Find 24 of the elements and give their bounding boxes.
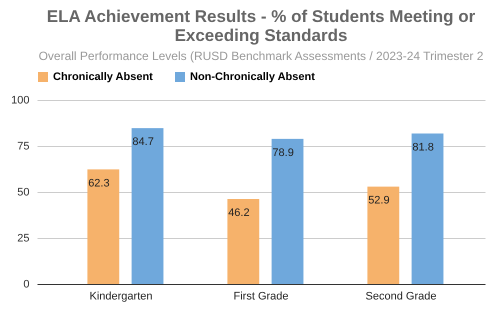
data-label: 46.2	[228, 206, 250, 219]
data-label: 62.3	[88, 177, 110, 190]
chart-title: ELA Achievement Results - % of Students Meeting or Exceeding Standards	[46, 7, 476, 45]
legend-label: Non-Chronically Absent	[190, 71, 316, 83]
bar	[367, 186, 400, 284]
y-tick-label: 0	[23, 278, 30, 290]
x-tick-label: First Grade	[233, 290, 289, 302]
y-tick-label: 75	[17, 140, 30, 152]
data-label: 52.9	[368, 194, 390, 207]
data-label: 78.9	[272, 146, 294, 159]
y-tick-label: 50	[17, 186, 30, 198]
bar	[272, 138, 304, 284]
x-tick-label: Kindergarten	[90, 290, 152, 302]
legend-label: Chronically Absent	[53, 71, 154, 83]
bar	[87, 169, 120, 284]
bar	[132, 128, 164, 284]
chart-subtitle: Overall Performance Levels (RUSD Benchmark Assessments / 2023-24 Trimester 2	[38, 49, 484, 63]
bar	[227, 198, 260, 284]
x-tick-label: Second Grade	[366, 290, 436, 302]
y-tick-label: 100	[11, 94, 30, 106]
bar	[412, 133, 444, 284]
data-label: 84.7	[132, 136, 154, 148]
y-tick-label: 25	[17, 232, 30, 244]
data-label: 81.8	[412, 141, 434, 154]
